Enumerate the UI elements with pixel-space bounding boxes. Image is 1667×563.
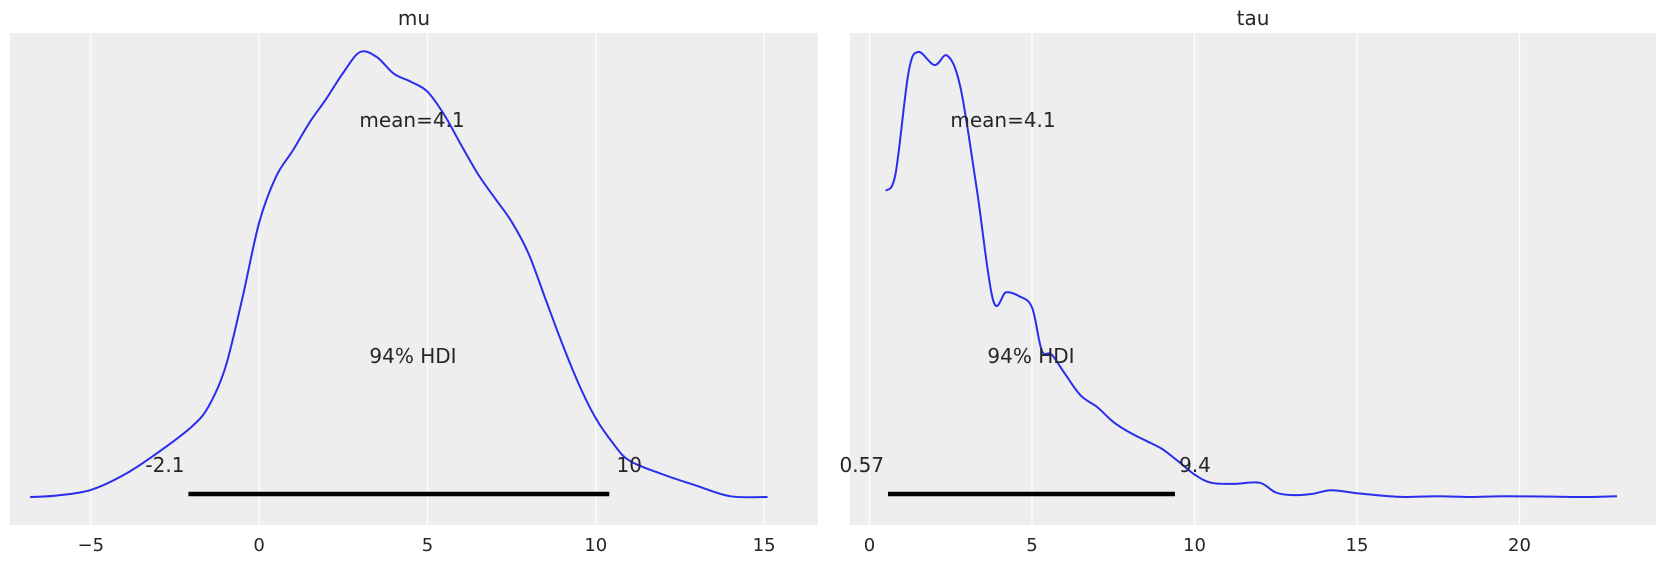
tau-axes-background <box>850 33 1656 525</box>
tau-hdi-label: 94% HDI <box>987 344 1074 368</box>
mu-mean-label: mean=4.1 <box>359 108 464 132</box>
mu-density-curve <box>30 50 768 499</box>
mu-hdi-label: 94% HDI <box>369 344 456 368</box>
mu-x-ticks: −5 0 5 10 15 <box>78 535 776 556</box>
mu-axes-background <box>10 33 818 525</box>
x-tick-label: 20 <box>1508 535 1531 556</box>
x-tick-label: 0 <box>864 535 875 556</box>
x-tick-label: 15 <box>1346 535 1369 556</box>
x-tick-label: −5 <box>78 535 105 556</box>
x-tick-label: 10 <box>1183 535 1206 556</box>
x-tick-label: 15 <box>753 535 776 556</box>
mu-gridlines <box>90 33 765 525</box>
tau-x-ticks: 0 5 10 15 20 <box>864 535 1531 556</box>
tau-hdi-low-label: 0.57 <box>839 453 884 477</box>
x-tick-label: 0 <box>253 535 264 556</box>
x-tick-label: 5 <box>1026 535 1037 556</box>
mu-panel: mu mean=4.1 94% HDI -2.1 10 −5 0 5 10 15 <box>10 6 818 556</box>
tau-hdi-high-label: 9.4 <box>1179 453 1211 477</box>
tau-mean-label: mean=4.1 <box>950 108 1055 132</box>
x-tick-label: 5 <box>422 535 433 556</box>
mu-hdi-high-label: 10 <box>617 453 642 477</box>
tau-density-curve <box>884 51 1618 499</box>
x-tick-label: 10 <box>584 535 607 556</box>
mu-hdi-low-label: -2.1 <box>145 453 184 477</box>
tau-gridlines <box>868 33 1521 525</box>
mu-title: mu <box>398 6 430 30</box>
tau-title: tau <box>1237 6 1270 30</box>
tau-panel: tau mean=4.1 94% HDI 0.57 9.4 0 5 10 15 20 <box>839 6 1656 556</box>
